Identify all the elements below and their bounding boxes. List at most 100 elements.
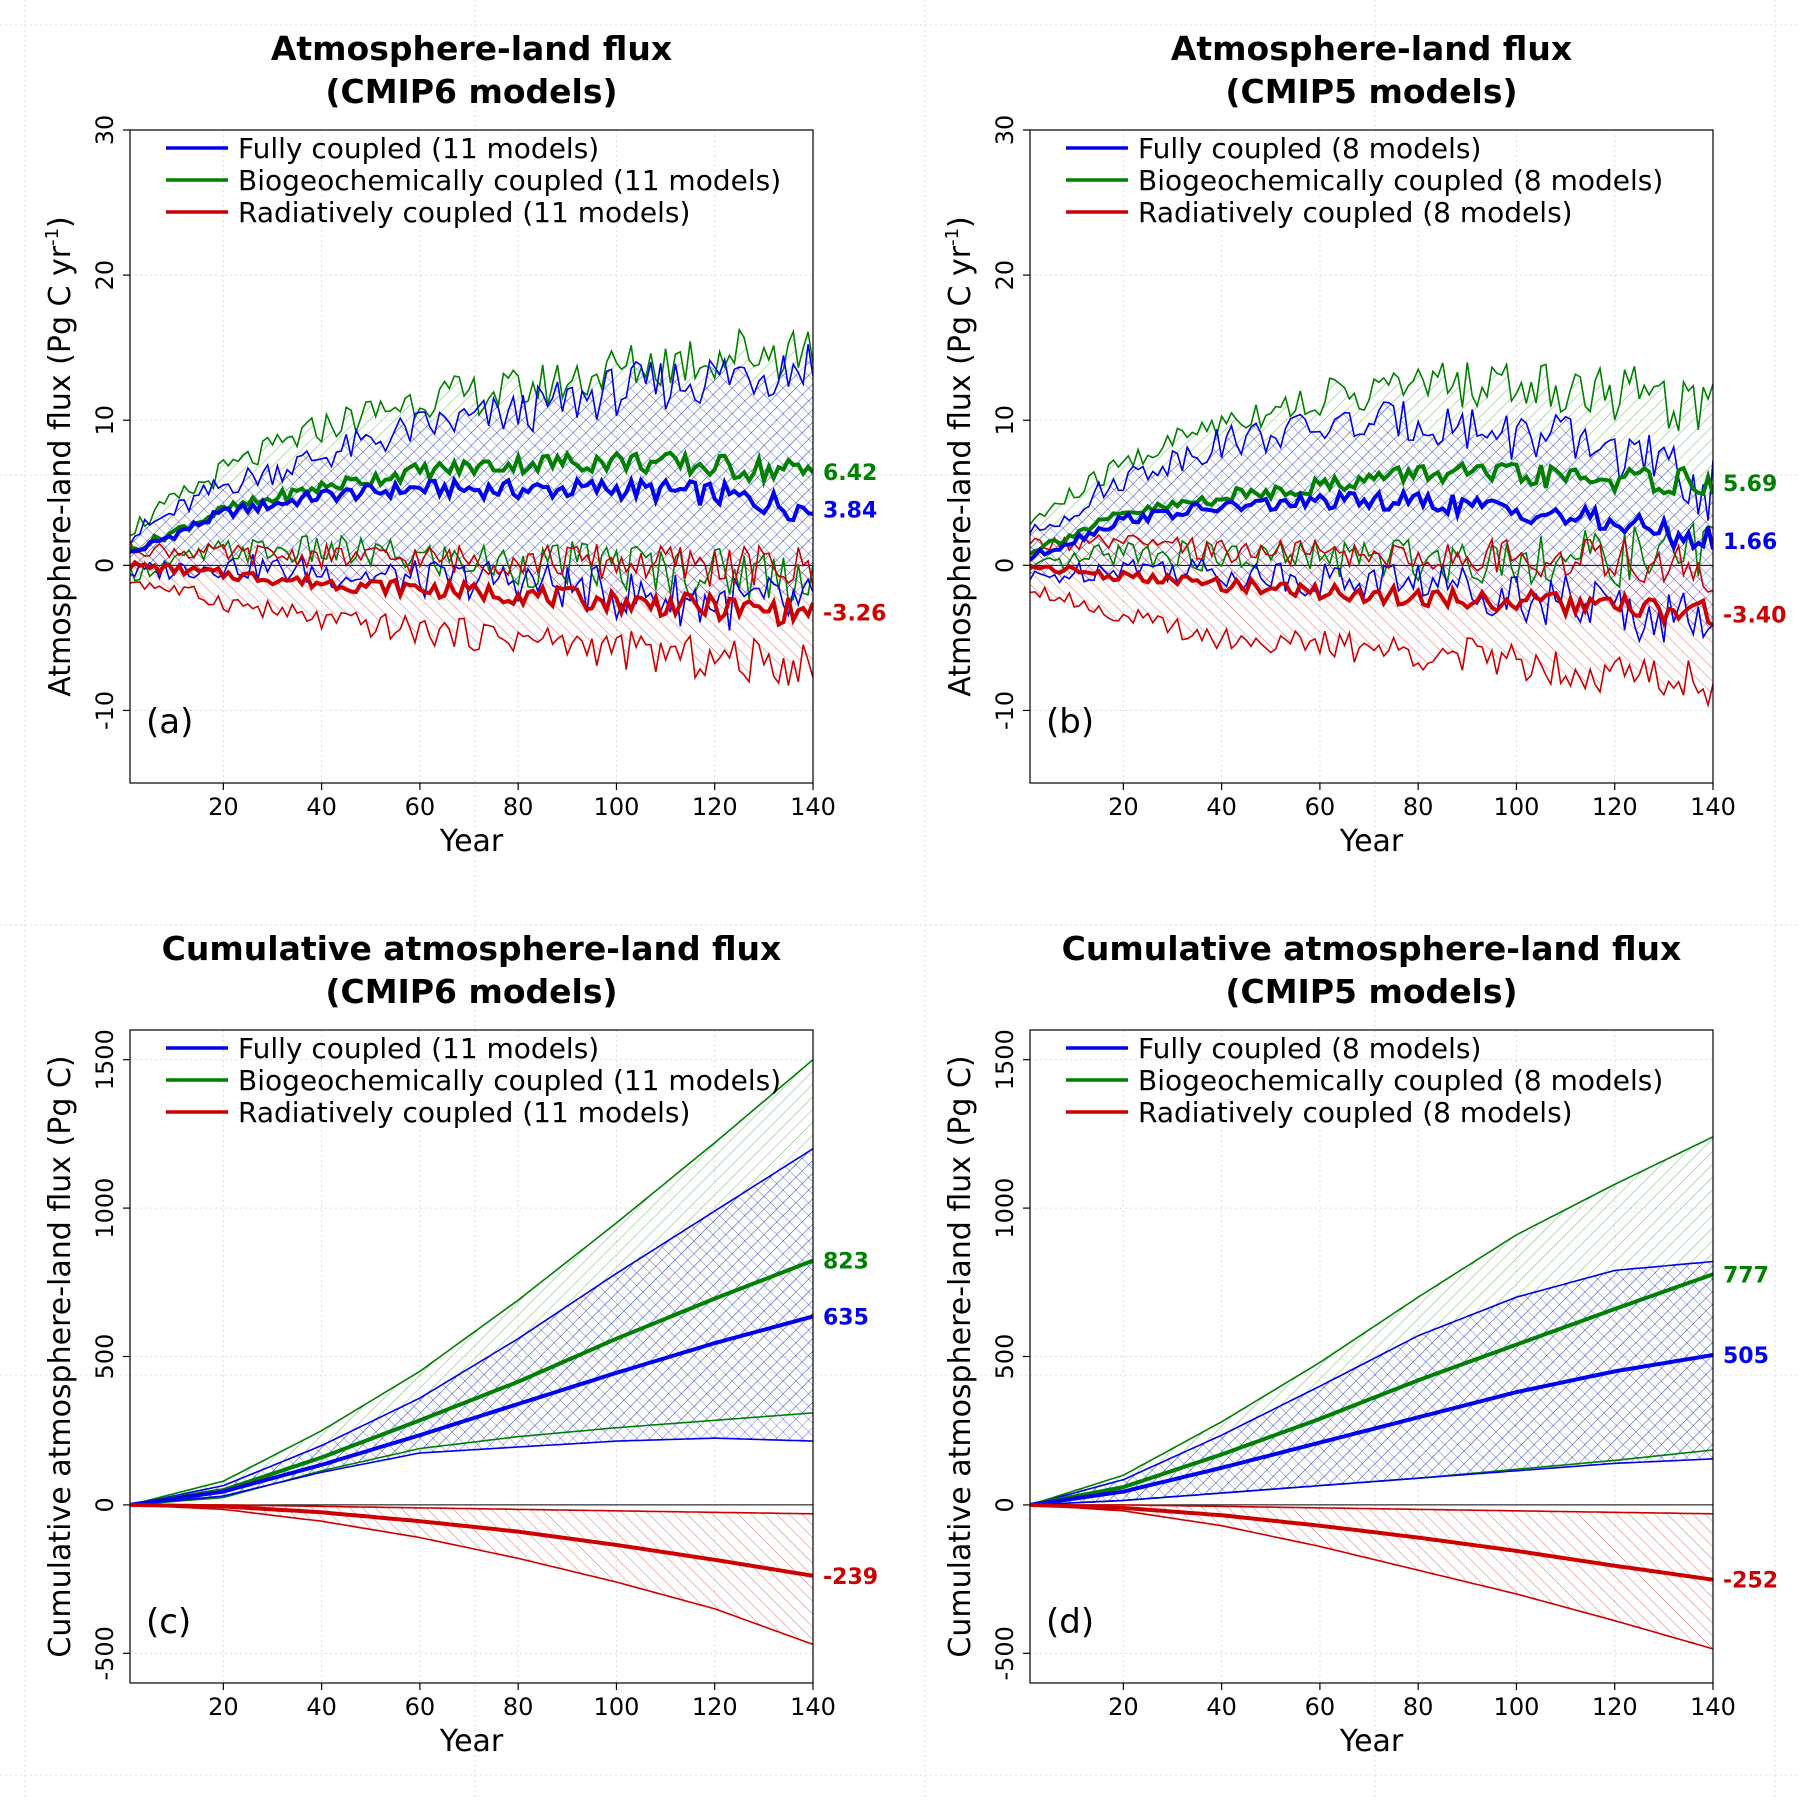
legend: Fully coupled (11 models)Biogeochemicall… [166, 132, 781, 229]
lower-bound-line-rad [130, 1504, 813, 1646]
upper-bound-line-bgc [130, 1059, 813, 1506]
x-tick-label: 60 [405, 793, 436, 821]
x-tick-label: 40 [306, 1693, 337, 1721]
chart-title: Cumulative atmosphere-land flux [1062, 929, 1682, 968]
mean-line-bgc [1030, 460, 1713, 556]
legend-label-rad: Radiatively coupled (11 models) [238, 196, 690, 229]
legend-label-fully: Fully coupled (8 models) [1138, 1032, 1481, 1065]
legend-label-bgc: Biogeochemically coupled (8 models) [1138, 164, 1663, 197]
y-axis-label-main: Atmosphere-land flux (Pg C yr [43, 245, 78, 697]
end-value-label-rad: -3.40 [1723, 604, 1786, 629]
mean-line-fully [1030, 486, 1713, 562]
y-tick-label: 1000 [991, 1178, 1019, 1239]
chart-title: Atmosphere-land flux [271, 29, 672, 68]
envelope-fully-coupled-cross [1030, 1261, 1713, 1505]
x-tick-label: 100 [1494, 1693, 1540, 1721]
y-tick-label: 20 [91, 260, 119, 291]
mean-line-rad [130, 559, 813, 628]
x-tick-label: 80 [503, 1693, 534, 1721]
end-value-label-bgc: 777 [1723, 1263, 1769, 1288]
x-tick-label: 140 [790, 793, 836, 821]
plot-frame [129, 129, 814, 784]
end-value-label-rad: -239 [823, 1565, 878, 1590]
x-axis-label: Year [1339, 1724, 1404, 1759]
x-tick-label: 80 [503, 793, 534, 821]
envelope-radiatively-coupled [130, 1504, 813, 1645]
upper-bound-line-rad [1030, 533, 1713, 593]
end-value-label-fully: 1.66 [1723, 530, 1777, 555]
x-tick-label: 100 [1494, 793, 1540, 821]
upper-bound-line-bgc [1030, 1136, 1713, 1506]
y-axis-label: Atmosphere-land flux (Pg C yr-1) [942, 216, 978, 697]
plot-area [130, 1059, 813, 1646]
y-tick-label: 1500 [991, 1029, 1019, 1090]
envelope-radiatively-coupled [1030, 535, 1713, 706]
end-value-label-fully: 635 [823, 1305, 869, 1330]
upper-bound-line-rad [1030, 1504, 1713, 1515]
x-tick-label: 100 [594, 793, 640, 821]
legend-label-bgc: Biogeochemically coupled (11 models) [238, 1064, 781, 1097]
mean-line-rad [1030, 563, 1713, 629]
envelope-radiatively-coupled [130, 541, 813, 686]
x-tick-label: 140 [1690, 793, 1736, 821]
y-tick-label: -10 [91, 691, 119, 730]
x-tick-label: 120 [692, 1693, 738, 1721]
y-axis-label-close: ) [943, 216, 978, 228]
y-tick-label: 1000 [91, 1178, 119, 1239]
x-axis-label: Year [439, 1724, 504, 1759]
y-axis-label-superscript: -1 [942, 228, 963, 246]
legend: Fully coupled (11 models)Biogeochemicall… [166, 1032, 781, 1129]
lower-bound-line-rad [1030, 1504, 1713, 1650]
y-axis-label: Cumulative atmosphere-land flux (Pg C) [943, 1055, 978, 1657]
upper-bound-line-rad [130, 540, 813, 588]
y-axis-label-main: Atmosphere-land flux (Pg C yr [943, 245, 978, 697]
y-tick-label: 500 [991, 1334, 1019, 1380]
legend: Fully coupled (8 models)Biogeochemically… [1066, 1032, 1663, 1129]
envelope-radiatively-coupled [1030, 1504, 1713, 1649]
x-tick-label: 60 [1305, 793, 1336, 821]
legend-label-rad: Radiatively coupled (8 models) [1138, 196, 1573, 229]
panel-c: Cumulative atmosphere-land flux (CMIP6 mo… [43, 929, 878, 1759]
panel-label: (b) [1046, 702, 1094, 742]
x-tick-label: 80 [1403, 793, 1434, 821]
upper-bound-line-fully [1030, 1260, 1713, 1506]
y-tick-label: 10 [991, 405, 1019, 436]
lower-bound-line-fully [1030, 556, 1713, 644]
x-axis-label: Year [439, 824, 504, 859]
y-tick-label: 0 [991, 1497, 1019, 1512]
x-tick-label: 20 [208, 1693, 239, 1721]
y-tick-label: 500 [91, 1334, 119, 1380]
y-tick-label: -10 [991, 691, 1019, 730]
upper-bound-line-bgc [130, 327, 813, 537]
envelope-fully-coupled-cross [130, 1148, 813, 1505]
x-tick-label: 40 [1206, 1693, 1237, 1721]
mean-line-rad [130, 1502, 813, 1578]
y-tick-label: -500 [991, 1626, 1019, 1680]
mean-line-bgc [130, 1258, 813, 1507]
y-tick-label: 0 [91, 1497, 119, 1512]
y-tick-label: 10 [91, 405, 119, 436]
mean-line-bgc [1030, 1272, 1713, 1507]
y-axis-label-close: ) [43, 216, 78, 228]
upper-bound-line-bgc [1030, 361, 1713, 526]
legend-label-fully: Fully coupled (11 models) [238, 132, 599, 165]
end-value-label-rad: -3.26 [823, 602, 886, 627]
upper-bound-line-rad [130, 1504, 813, 1515]
x-tick-label: 60 [405, 1693, 436, 1721]
lower-bound-line-fully [1030, 1458, 1713, 1506]
x-tick-label: 120 [1592, 793, 1638, 821]
x-axis-label: Year [1339, 824, 1404, 859]
upper-bound-line-fully [1030, 401, 1713, 534]
lower-bound-line-fully [130, 1437, 813, 1506]
y-tick-label: 20 [991, 260, 1019, 291]
panel-a: Atmosphere-land flux (CMIP6 models) 20 40 60… [42, 29, 886, 859]
end-value-label-fully: 3.84 [823, 499, 877, 524]
y-axis-label: Atmosphere-land flux (Pg C yr-1) [42, 216, 78, 697]
chart-subtitle: (CMIP6 models) [325, 72, 617, 111]
legend-label-rad: Radiatively coupled (8 models) [1138, 1096, 1573, 1129]
legend-label-bgc: Biogeochemically coupled (8 models) [1138, 1064, 1663, 1097]
end-value-label-bgc: 5.69 [1723, 472, 1777, 497]
panel-label: (c) [146, 1602, 191, 1642]
end-value-label-rad: -252 [1723, 1569, 1778, 1594]
